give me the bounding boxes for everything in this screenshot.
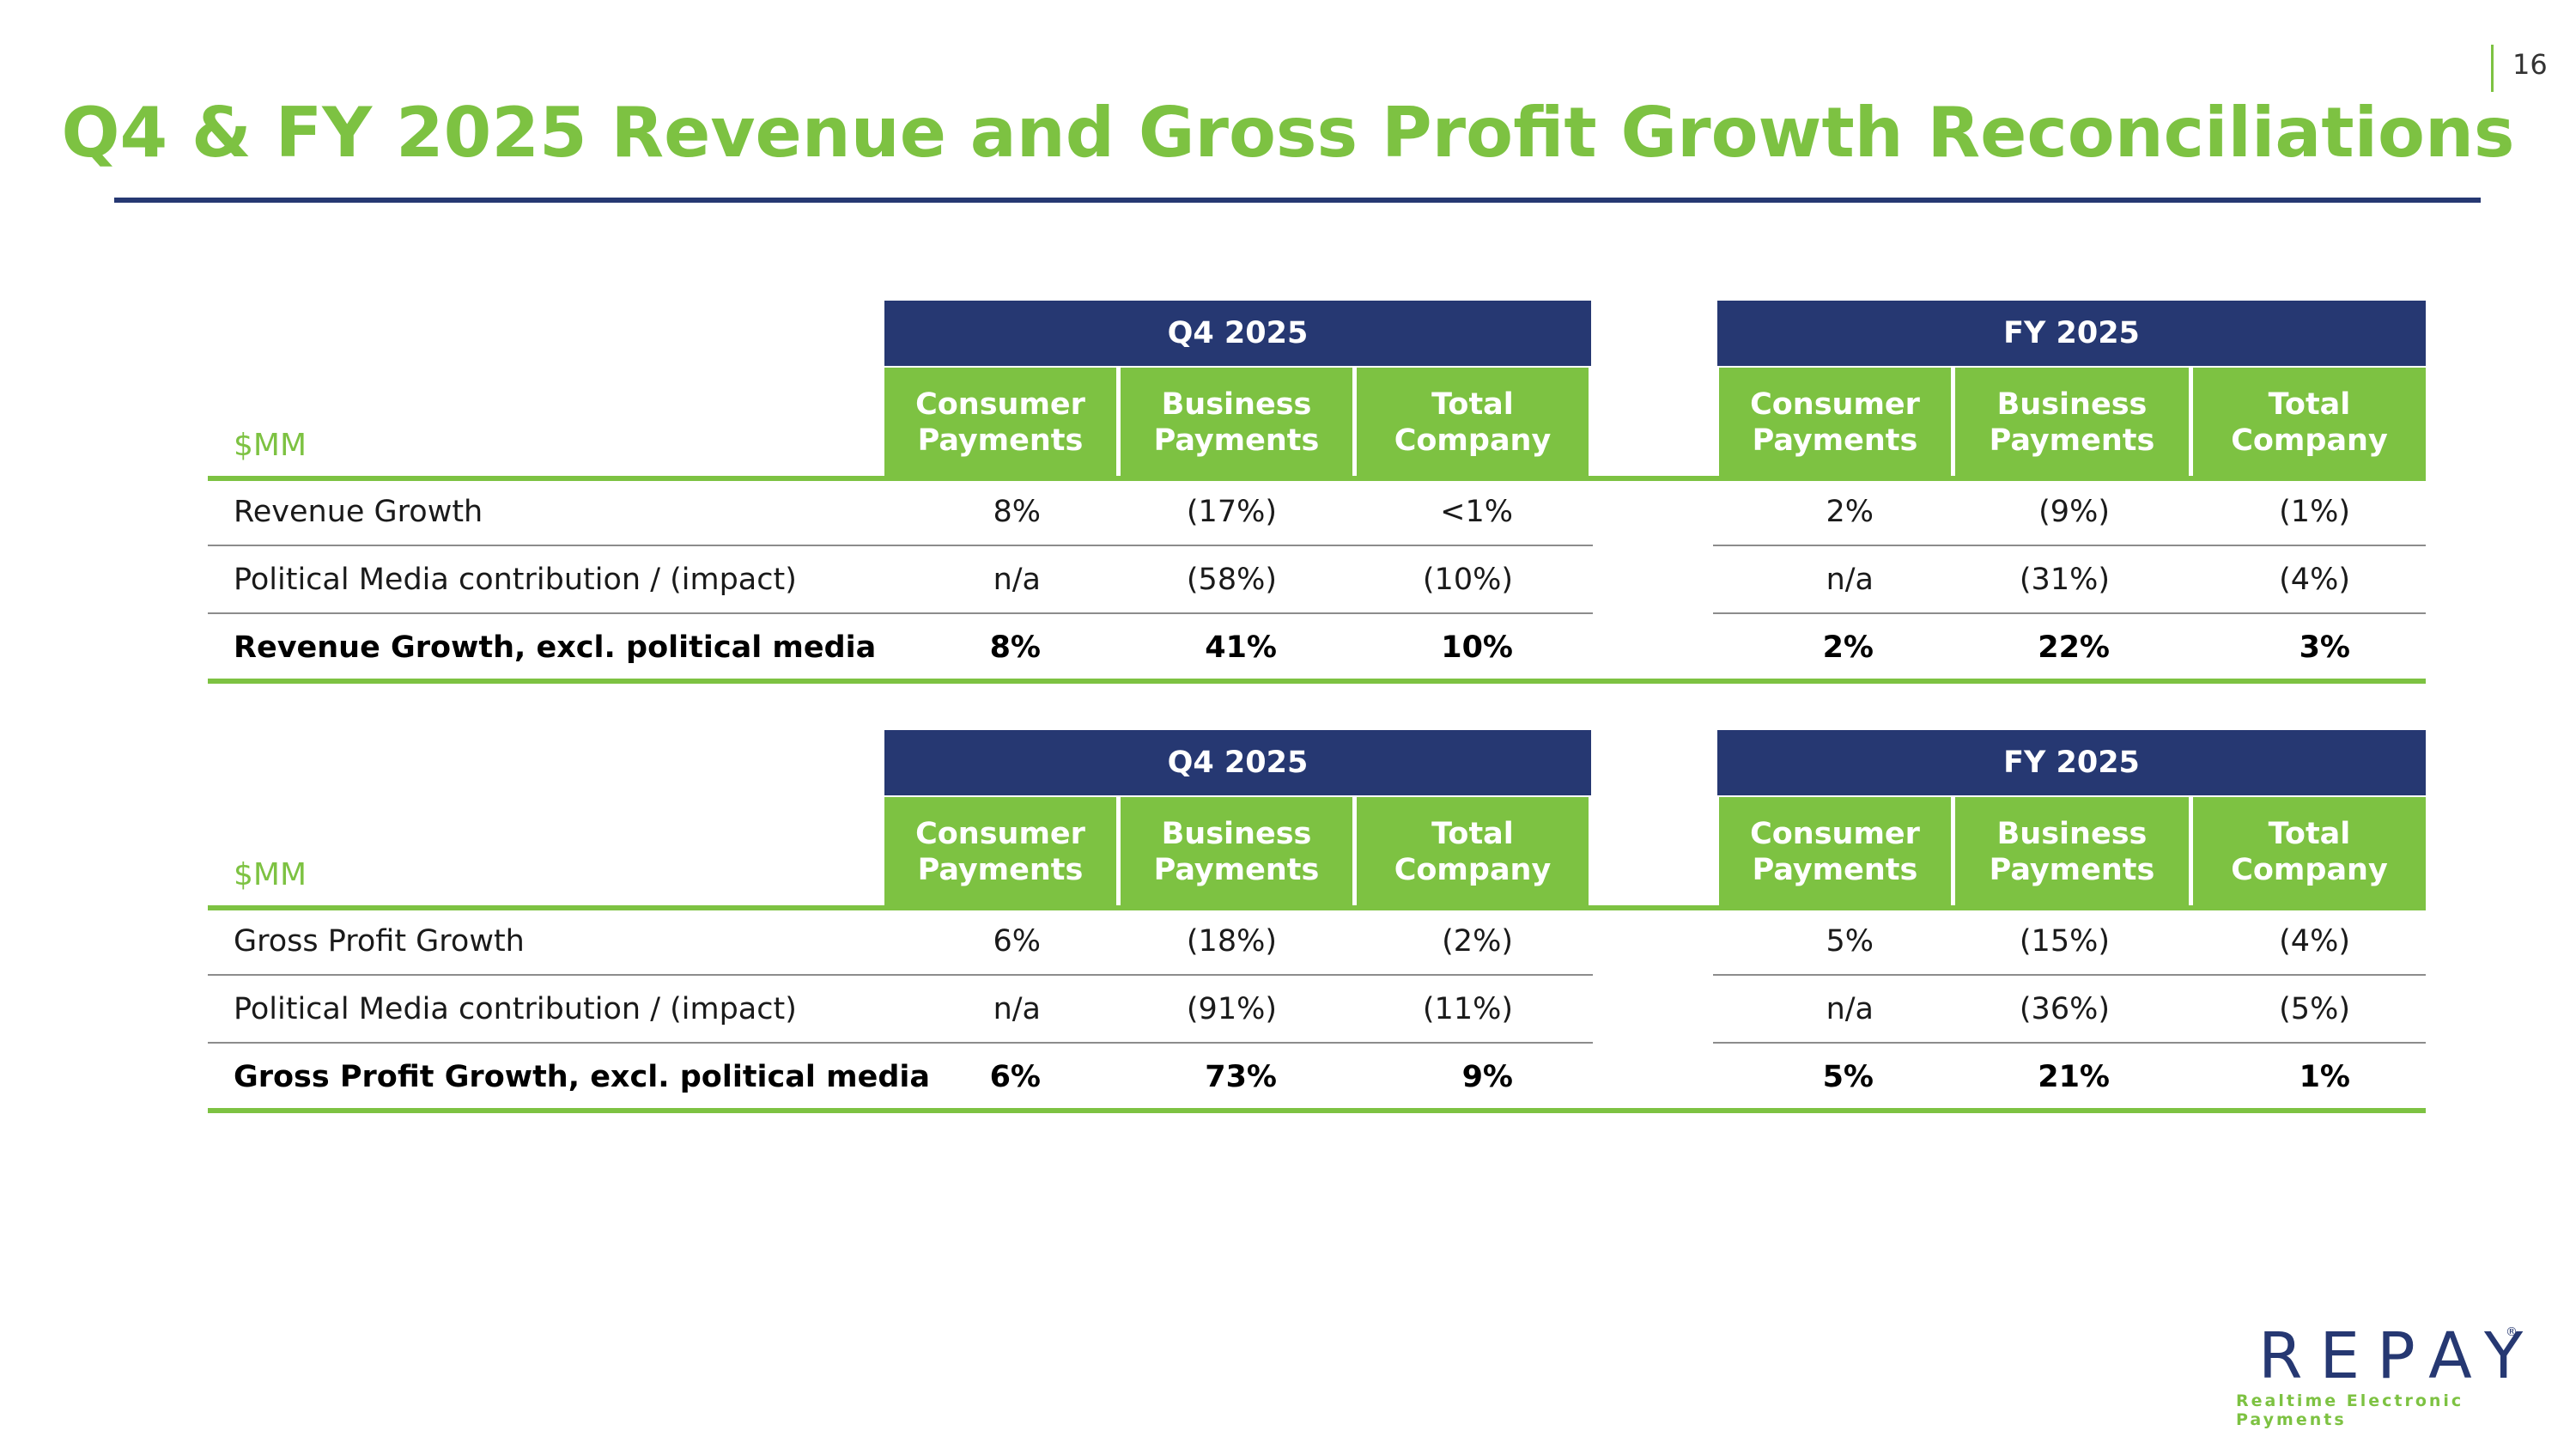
cell: (31%) — [2019, 563, 2110, 597]
cell: 2% — [1822, 630, 1874, 665]
unit-label: $MM — [234, 428, 307, 463]
cell: 5% — [1826, 924, 1874, 959]
cell: 22% — [2038, 630, 2110, 665]
cell: 1% — [2299, 1060, 2350, 1094]
unit-label: $MM — [234, 857, 307, 892]
cell: 73% — [1205, 1060, 1277, 1094]
group-header-fy: FY 2025 — [1717, 301, 2426, 366]
cell: (4%) — [2279, 924, 2350, 959]
repay-logo-tagline: Realtime Electronic Payments — [2236, 1391, 2464, 1429]
page-number: 16 — [2512, 48, 2548, 81]
cell: (91%) — [1186, 992, 1277, 1026]
page-number-divider — [2491, 45, 2494, 92]
cell: (1%) — [2279, 495, 2350, 529]
col-header-fy-consumer: Consumer Payments — [1719, 368, 1951, 478]
title-underline — [114, 198, 2481, 203]
row-label-gross-profit-growth-excl: Gross Profit Growth, excl. political med… — [234, 1060, 930, 1094]
col-header-q4-consumer: Consumer Payments — [884, 797, 1116, 907]
row-divider — [1713, 612, 2426, 614]
cell: (18%) — [1186, 924, 1277, 959]
cell: 9% — [1461, 1060, 1513, 1094]
cell: 8% — [993, 495, 1041, 529]
row-divider — [1713, 1042, 2426, 1044]
col-header-fy-business: Business Payments — [1955, 797, 2189, 907]
cell: 10% — [1441, 630, 1513, 665]
row-divider — [1713, 974, 2426, 976]
cell: 6% — [989, 1060, 1041, 1094]
cell: <1% — [1440, 495, 1513, 529]
cell: 3% — [2299, 630, 2350, 665]
cell: (36%) — [2019, 992, 2110, 1026]
group-header-q4: Q4 2025 — [884, 730, 1591, 795]
cell: 8% — [989, 630, 1041, 665]
table-bottom-rule — [208, 679, 2426, 684]
group-header-fy: FY 2025 — [1717, 730, 2426, 795]
cell: (58%) — [1186, 563, 1277, 597]
cell: 2% — [1826, 495, 1874, 529]
row-label-political-media: Political Media contribution / (impact) — [234, 563, 797, 597]
cell: n/a — [993, 563, 1041, 597]
col-header-fy-consumer: Consumer Payments — [1719, 797, 1951, 907]
row-divider — [208, 1042, 1593, 1044]
row-divider — [208, 612, 1593, 614]
row-label-political-media: Political Media contribution / (impact) — [234, 992, 797, 1026]
cell: (5%) — [2279, 992, 2350, 1026]
cell: (17%) — [1186, 495, 1277, 529]
col-header-fy-total: Total Company — [2193, 368, 2426, 478]
cell: (15%) — [2019, 924, 2110, 959]
row-label-revenue-growth-excl: Revenue Growth, excl. political media — [234, 630, 877, 665]
cell: 21% — [2038, 1060, 2110, 1094]
col-header-q4-total: Total Company — [1357, 368, 1589, 478]
row-label-revenue-growth: Revenue Growth — [234, 495, 483, 529]
cell: 5% — [1822, 1060, 1874, 1094]
col-header-q4-consumer: Consumer Payments — [884, 368, 1116, 478]
cell: 6% — [993, 924, 1041, 959]
cell: (10%) — [1422, 563, 1513, 597]
row-divider — [208, 974, 1593, 976]
cell: n/a — [1826, 992, 1874, 1026]
header-rule — [208, 905, 2426, 910]
col-header-q4-business: Business Payments — [1121, 797, 1352, 907]
cell: (9%) — [2038, 495, 2110, 529]
group-header-q4: Q4 2025 — [884, 301, 1591, 366]
cell: 41% — [1205, 630, 1277, 665]
cell: (4%) — [2279, 563, 2350, 597]
header-rule — [208, 476, 2426, 481]
cell: (2%) — [1442, 924, 1513, 959]
slide-title: Q4 & FY 2025 Revenue and Gross Profit Gr… — [61, 93, 2515, 173]
col-header-fy-total: Total Company — [2193, 797, 2426, 907]
cell: n/a — [1826, 563, 1874, 597]
cell: (11%) — [1422, 992, 1513, 1026]
col-header-fy-business: Business Payments — [1955, 368, 2189, 478]
registered-mark: ® — [2506, 1325, 2518, 1339]
col-header-q4-business: Business Payments — [1121, 368, 1352, 478]
row-divider — [1713, 545, 2426, 546]
cell: n/a — [993, 992, 1041, 1026]
table-bottom-rule — [208, 1108, 2426, 1113]
row-divider — [208, 545, 1593, 546]
col-header-q4-total: Total Company — [1357, 797, 1589, 907]
repay-logo-wordmark: REPAY — [2258, 1319, 2541, 1393]
row-label-gross-profit-growth: Gross Profit Growth — [234, 924, 525, 959]
